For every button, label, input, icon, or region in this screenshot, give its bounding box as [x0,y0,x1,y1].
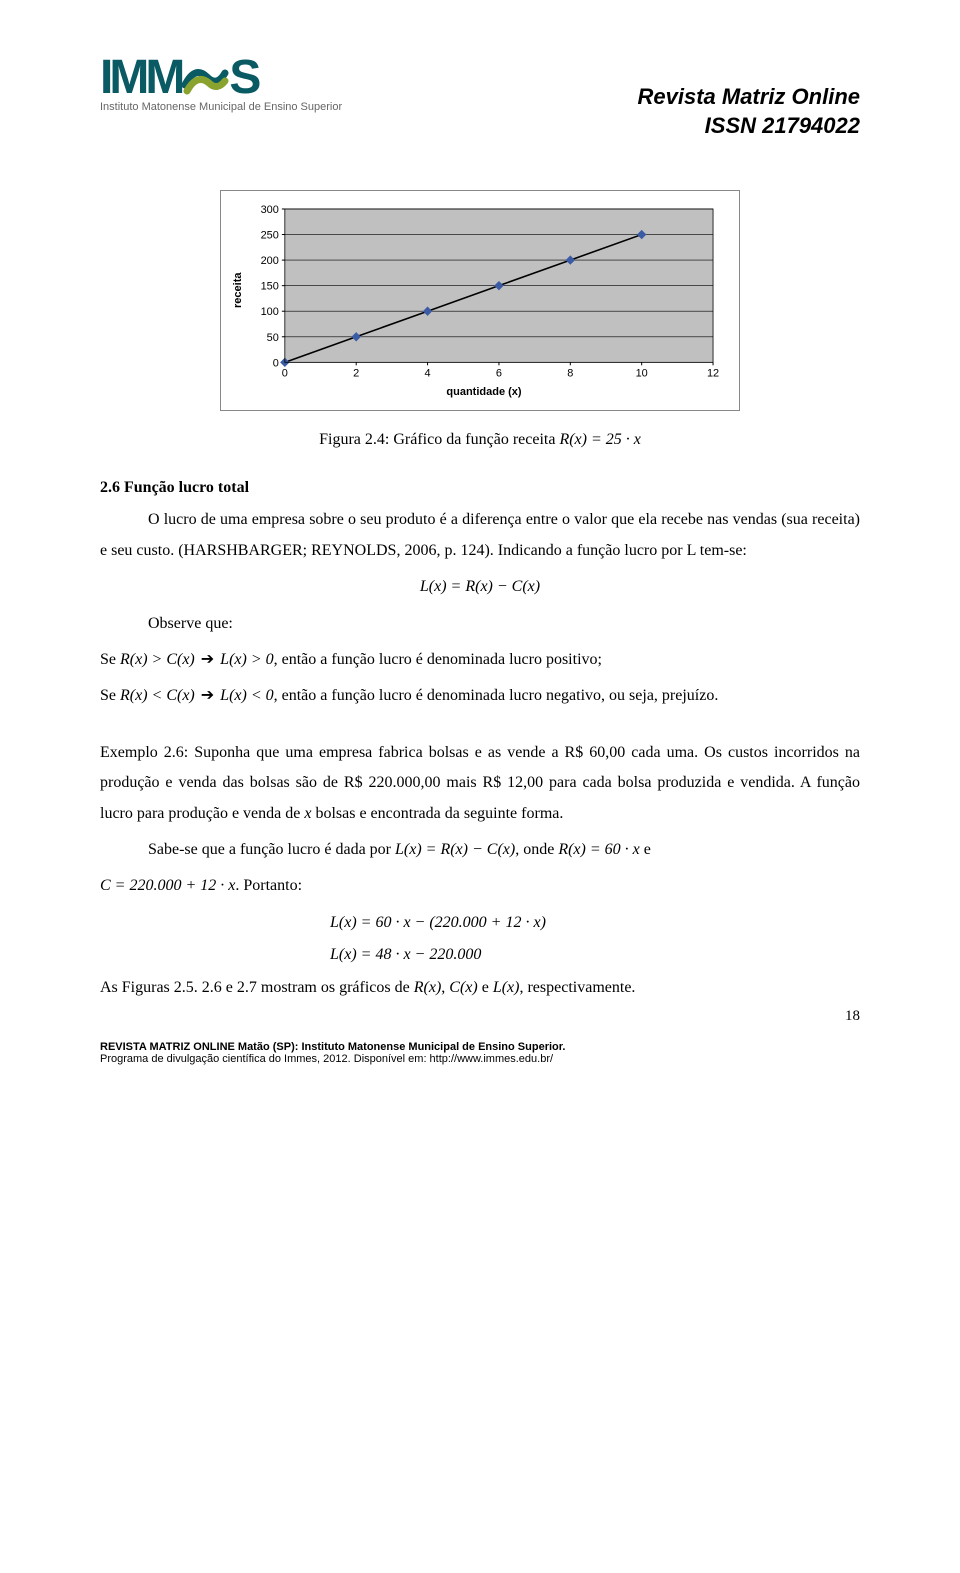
logo-text-part2: S [229,50,257,105]
arrow-icon: ➔ [195,651,220,668]
logo-subtitle: Instituto Matonense Municipal de Ensino … [100,101,342,113]
equation-lucro: L(x) = R(x) − C(x) [100,572,860,602]
svg-text:2: 2 [353,367,359,379]
svg-text:150: 150 [261,281,279,293]
sabe-se-line: Sabe-se que a função lucro é dada por L(… [100,835,860,865]
svg-text:4: 4 [425,367,431,379]
svg-text:12: 12 [707,367,719,379]
svg-text:100: 100 [261,306,279,318]
eq: C(x) [449,979,477,996]
txt: e [640,841,651,858]
footer-line1: REVISTA MATRIZ ONLINE Matão (SP): Instit… [100,1041,565,1053]
observe-line: Observe que: [100,609,860,639]
svg-text:0: 0 [282,367,288,379]
page-number: 18 [845,1008,860,1025]
figures-line: As Figuras 2.5. 2.6 e 2.7 mostram os grá… [100,973,860,1003]
txt: bolsas e encontrada da seguinte forma. [311,805,563,822]
header: IMM S Instituto Matonense Municipal de E… [100,50,860,140]
journal-line2: ISSN 21794022 [100,112,860,141]
paragraph-intro: O lucro de uma empresa sobre o seu produ… [100,505,860,566]
txt: Sabe-se que a função lucro é dada por [148,841,395,858]
figure-caption: Figura 2.4: Gráfico da função receita R(… [100,431,860,449]
eq: L(x) > 0 [220,651,273,668]
svg-text:50: 50 [267,332,279,344]
footer: REVISTA MATRIZ ONLINE Matão (SP): Instit… [100,1041,860,1065]
equation-2: L(x) = 60 · x − (220.000 + 12 · x) [330,908,860,938]
chart-xlabel: quantidade (x) [245,386,723,398]
caption-eq: R(x) = 25 · x [559,431,640,448]
chart-ylabel: receita [232,294,244,308]
condition-positive: Se R(x) > C(x) ➔ L(x) > 0, então a funçã… [100,645,860,675]
txt: , respectivamente. [519,979,635,996]
txt: As Figuras 2.5. 2.6 e 2.7 mostram os grá… [100,979,414,996]
svg-text:300: 300 [261,204,279,216]
condition-negative: Se R(x) < C(x) ➔ L(x) < 0, então a funçã… [100,681,860,711]
eq: L(x) [493,979,520,996]
svg-text:10: 10 [636,367,648,379]
example-paragraph: Exemplo 2.6: Suponha que uma empresa fab… [100,738,860,829]
txt: , onde [515,841,558,858]
equation-3: L(x) = 48 · x − 220.000 [330,940,860,970]
svg-text:0: 0 [273,358,279,370]
svg-text:8: 8 [567,367,573,379]
logo-text-part1: IMM [100,50,181,105]
eq: R(x) > C(x) [120,651,195,668]
c-eq-line: C = 220.000 + 12 · x. Portanto: [100,871,860,901]
txt: , então a função lucro é denominada lucr… [274,651,602,668]
footer-line2: Programa de divulgação científica do Imm… [100,1053,860,1065]
logo-swirl-icon [181,58,229,98]
eq: R(x) [414,979,442,996]
chart-container: receita 0 50 100 150 200 250 300 0 2 4 6 8 10 12 quan… [220,190,740,411]
svg-text:200: 200 [261,255,279,267]
txt: Se [100,651,120,668]
txt: e [478,979,493,996]
arrow-icon: ➔ [195,687,220,704]
eq: L(x) < 0 [220,687,273,704]
eq: R(x) < C(x) [120,687,195,704]
eq: R(x) = 60 · x [558,841,639,858]
chart-svg: 0 50 100 150 200 250 300 0 2 4 6 8 10 12 [245,203,723,382]
eq: C = 220.000 + 12 · x [100,877,235,894]
chart-core: 0 50 100 150 200 250 300 0 2 4 6 8 10 12 quantidade (… [245,203,723,398]
eq: L(x) = R(x) − C(x) [395,841,515,858]
section-title: 2.6 Função lucro total [100,479,860,497]
txt: , então a função lucro é denominada lucr… [274,687,719,704]
txt: . Portanto: [235,877,302,894]
svg-text:250: 250 [261,230,279,242]
txt: Se [100,687,120,704]
svg-text:6: 6 [496,367,502,379]
caption-prefix: Figura 2.4: Gráfico da função receita [319,431,559,448]
logo: IMM S [100,50,257,105]
